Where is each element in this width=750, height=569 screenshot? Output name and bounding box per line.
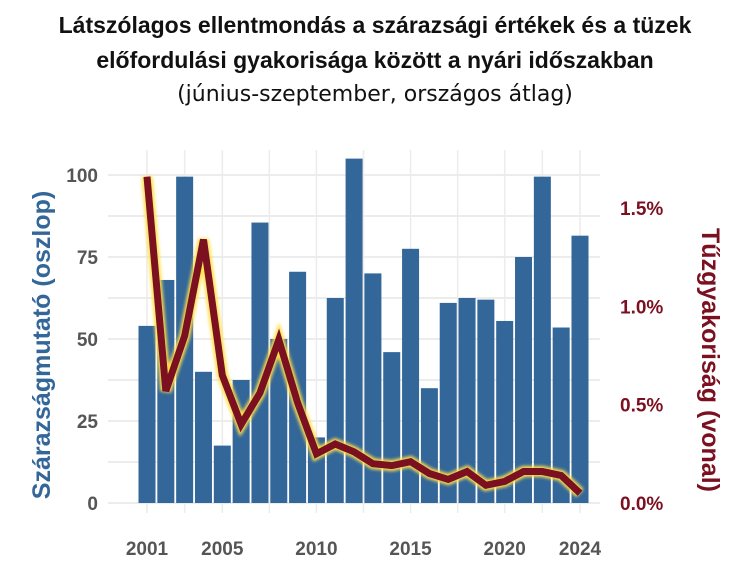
left-tick-label: 0: [87, 494, 98, 515]
fire-frequency-line: [143, 176, 583, 496]
x-tick-label: 2001: [126, 539, 169, 560]
x-tick-label: 2024: [559, 539, 602, 560]
right-tick-label: 0.5%: [620, 396, 663, 417]
bar-2005: [213, 445, 231, 503]
bar-2007: [251, 222, 269, 503]
left-tick-label: 75: [77, 248, 99, 269]
x-tick-label: 2015: [389, 539, 432, 560]
bar-2021: [515, 257, 533, 503]
bar-2023: [552, 327, 570, 503]
right-tick-label: 0.0%: [620, 494, 663, 515]
right-tick-label: 1.5%: [620, 199, 663, 220]
bar-2016: [420, 388, 438, 503]
bar-2004: [194, 371, 212, 503]
chart-title: Látszólagos ellentmondás a szárazsági ér…: [58, 12, 692, 38]
chart-subtitle: (június-szeptember, országos átlag): [177, 82, 573, 107]
left-tick-label: 25: [77, 412, 99, 433]
bar-2024: [571, 235, 589, 503]
right-tick-label: 1.0%: [620, 297, 663, 318]
bar-2019: [477, 299, 495, 503]
left-axis-label: Szárazságmutató (oszlop): [28, 191, 56, 499]
bar-2008: [270, 339, 288, 503]
bar-2015: [402, 248, 420, 503]
bar-2001: [138, 325, 156, 503]
bar-2017: [439, 302, 457, 503]
bar-2018: [458, 298, 476, 503]
bar-2011: [326, 298, 344, 503]
right-axis-label: Tűzgyakoriság (vonal): [696, 228, 724, 492]
bar-2013: [364, 273, 382, 503]
x-tick-label: 2020: [484, 539, 526, 560]
bar-2020: [496, 320, 514, 503]
x-tick-label: 2005: [201, 539, 244, 560]
chart-title-line2: előfordulási gyakorisága között a nyári …: [96, 47, 654, 73]
left-tick-label: 100: [66, 166, 98, 187]
bar-2014: [383, 352, 401, 503]
bar-2022: [533, 176, 551, 503]
x-tick-label: 2010: [295, 539, 337, 560]
left-tick-label: 50: [77, 330, 98, 351]
bar-2012: [345, 158, 363, 503]
